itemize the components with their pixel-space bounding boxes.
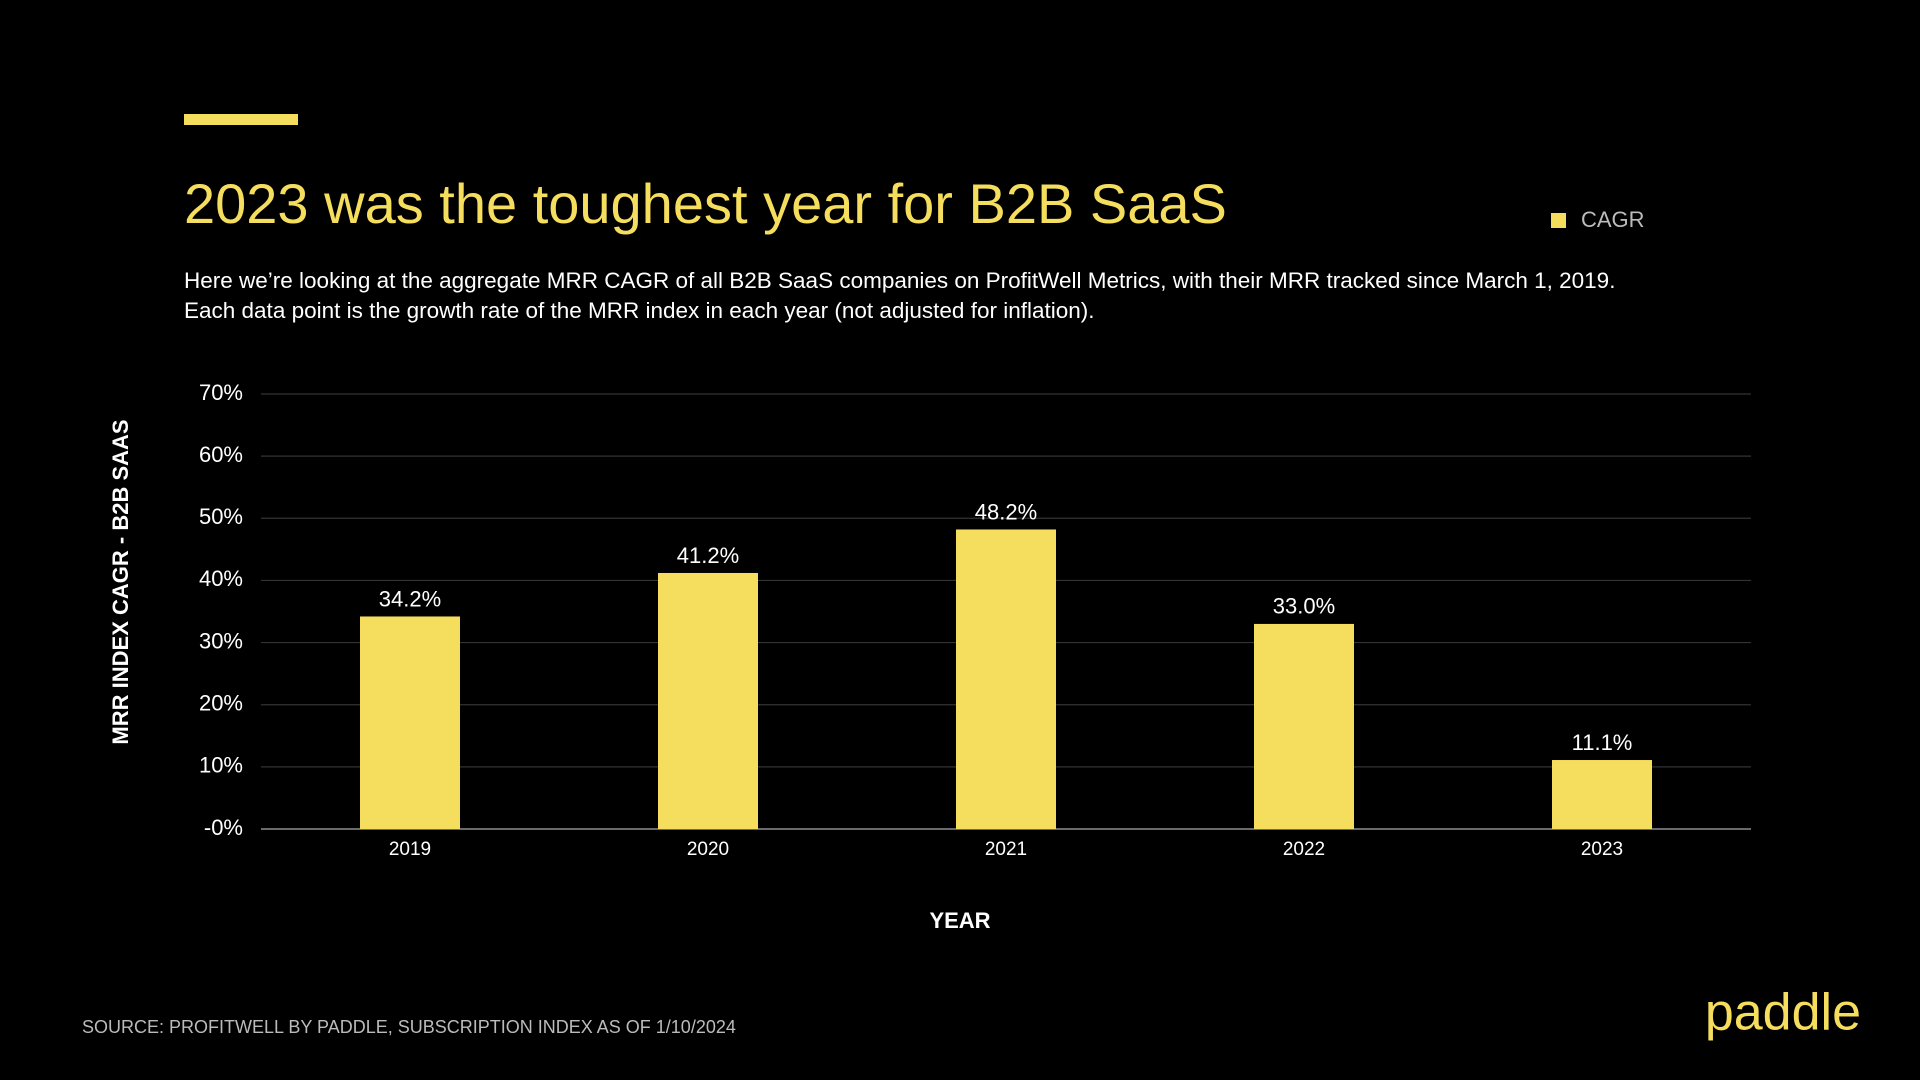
bar — [1552, 760, 1652, 829]
y-tick-label: 70% — [199, 380, 243, 405]
y-tick-label: 20% — [199, 691, 243, 716]
data-label: 48.2% — [975, 499, 1037, 524]
bar — [1254, 623, 1354, 829]
brand-logo: paddle — [1705, 984, 1861, 1042]
source-note: SOURCE: PROFITWELL BY PADDLE, SUBSCRIPTI… — [82, 1017, 736, 1037]
x-tick-label: 2021 — [985, 839, 1027, 860]
y-tick-label: 50% — [199, 504, 243, 529]
bar — [658, 572, 758, 829]
x-tick-label: 2020 — [687, 839, 729, 860]
chart-title: 2023 was the toughest year for B2B SaaS — [184, 172, 1227, 235]
y-tick-label: 60% — [199, 442, 243, 467]
y-tick-label: 10% — [199, 753, 243, 778]
data-label: 34.2% — [379, 586, 441, 611]
y-tick-label: 30% — [199, 628, 243, 653]
bar — [956, 529, 1056, 829]
x-axis-title: YEAR — [929, 908, 990, 933]
subtitle: Each data point is the growth rate of th… — [184, 298, 1095, 323]
bar — [360, 616, 460, 829]
data-label: 33.0% — [1273, 594, 1335, 619]
legend-label: CAGR — [1581, 207, 1645, 232]
x-tick-label: 2019 — [389, 839, 431, 860]
x-tick-label: 2023 — [1581, 839, 1623, 860]
data-label: 11.1% — [1572, 730, 1633, 755]
accent-bar — [184, 114, 298, 125]
x-tick-label: 2022 — [1283, 839, 1325, 860]
y-axis-title: MRR INDEX CAGR - B2B SAAS — [108, 419, 133, 744]
legend-swatch — [1551, 213, 1566, 228]
y-tick-label: 40% — [199, 566, 243, 591]
y-tick-label: -0% — [204, 815, 243, 840]
subtitle: Here we’re looking at the aggregate MRR … — [184, 268, 1615, 293]
data-label: 41.2% — [677, 543, 739, 568]
